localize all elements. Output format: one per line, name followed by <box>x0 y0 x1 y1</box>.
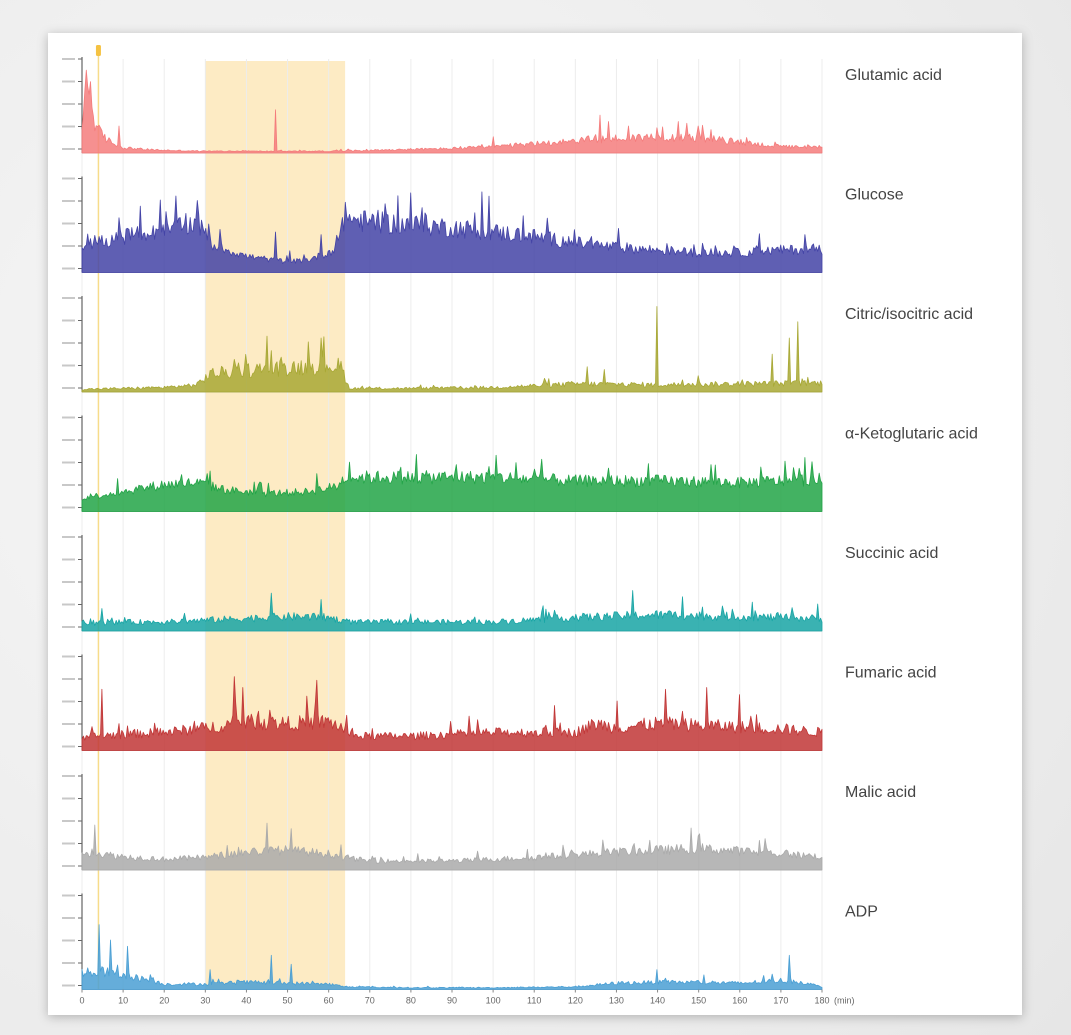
x-tick-label-170: 170 <box>773 996 788 1006</box>
x-tick-label-150: 150 <box>691 996 706 1006</box>
x-tick-label-180: 180 <box>814 996 829 1006</box>
series-citric-isocitric-acid <box>81 306 823 393</box>
chart-svg: Glutamic acid Glucose Citric/isocitric aci… <box>62 45 978 1006</box>
x-tick-label-70: 70 <box>365 996 375 1006</box>
event-marker-tab <box>95 45 101 56</box>
x-tick-label-90: 90 <box>447 996 457 1006</box>
x-tick-label-0: 0 <box>79 996 84 1006</box>
x-tick-label-50: 50 <box>283 996 293 1006</box>
series-malic-acid <box>81 822 823 871</box>
series-label-malic-acid: Malic acid <box>845 784 916 801</box>
series-label-glutamic-acid: Glutamic acid <box>845 67 942 84</box>
series-ketoglutaric-acid <box>81 454 823 512</box>
series-label-glucose: Glucose <box>845 187 904 204</box>
series-label-adp: ADP <box>845 904 878 921</box>
x-tick-label-110: 110 <box>527 996 541 1006</box>
series-label-citric-isocitric-acid: Citric/isocitric acid <box>845 306 973 323</box>
highlight-window <box>205 61 346 990</box>
series-glutamic-acid <box>81 69 823 154</box>
series-label-fumaric-acid: Fumaric acid <box>845 665 937 682</box>
x-tick-label-20: 20 <box>159 996 169 1006</box>
series-glucose <box>81 191 823 273</box>
x-tick-label-140: 140 <box>650 996 665 1006</box>
series-succinic-acid <box>81 590 823 632</box>
x-tick-label-160: 160 <box>732 996 747 1006</box>
x-tick-label-30: 30 <box>200 996 210 1006</box>
x-tick-label-120: 120 <box>568 996 583 1006</box>
x-tick-label-80: 80 <box>406 996 416 1006</box>
series-label-ketoglutaric-acid: α-Ketoglutaric acid <box>845 426 978 443</box>
x-axis-label: (min) <box>834 996 855 1006</box>
series-label-succinic-acid: Succinic acid <box>845 545 938 562</box>
x-tick-label-40: 40 <box>241 996 251 1006</box>
x-tick-label-60: 60 <box>324 996 334 1006</box>
x-tick-label-100: 100 <box>486 996 501 1006</box>
x-tick-label-130: 130 <box>609 996 624 1006</box>
chart-card: Glutamic acid Glucose Citric/isocitric aci… <box>48 33 1022 1015</box>
series-fumaric-acid <box>81 676 823 751</box>
x-tick-label-10: 10 <box>118 996 128 1006</box>
series-adp <box>81 924 823 990</box>
